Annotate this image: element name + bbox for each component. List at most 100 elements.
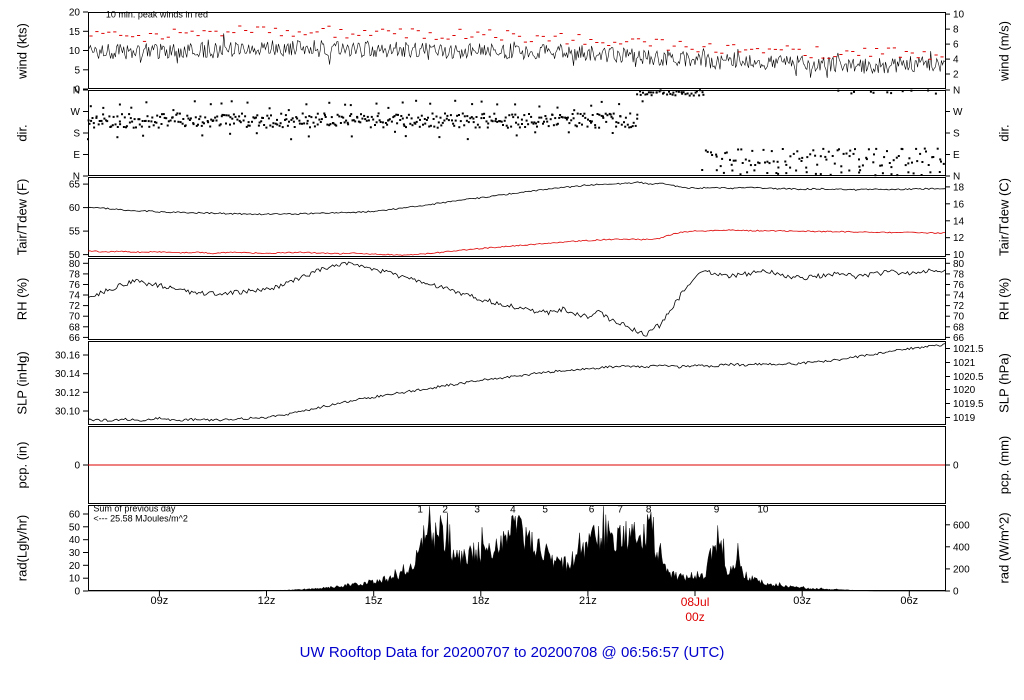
y-axis-left-ticks: 50 55 60 65	[69, 180, 88, 261]
annotation: 2	[442, 505, 448, 516]
annotation: 9	[714, 505, 720, 516]
svg-text:55: 55	[69, 227, 81, 238]
annotation: 8	[646, 505, 652, 516]
chart-footer-title: UW Rooftop Data for 20200707 to 20200708…	[299, 644, 725, 661]
svg-text:E: E	[73, 150, 80, 161]
svg-text:5: 5	[74, 65, 80, 76]
svg-text:30.12: 30.12	[55, 388, 80, 399]
wind-left-axis-title: wind (kts)	[14, 22, 30, 79]
series-wind-speed	[87, 33, 946, 78]
svg-text:70: 70	[69, 312, 81, 323]
svg-text:80: 80	[953, 259, 965, 270]
x-axis-ticks	[158, 591, 910, 596]
panel-border	[88, 90, 946, 176]
annotation: <--- 25.58 MJoules/m^2	[93, 514, 188, 524]
svg-text:50: 50	[69, 250, 81, 261]
dir-left-axis-title: dir.	[14, 124, 30, 142]
svg-text:70: 70	[953, 312, 965, 323]
svg-text:1019: 1019	[953, 413, 976, 424]
series-sea-level-pressure	[87, 343, 946, 422]
svg-text:18: 18	[953, 182, 965, 193]
svg-text:65: 65	[69, 180, 81, 191]
series-peak-wind-10min	[89, 25, 944, 60]
wind-right-axis-title: wind (m/s)	[996, 20, 1012, 81]
svg-text:30.16: 30.16	[55, 351, 80, 362]
svg-text:1020.5: 1020.5	[953, 372, 984, 383]
svg-text:30.14: 30.14	[55, 369, 80, 380]
annotation: 10 min. peak winds in red	[106, 9, 208, 19]
svg-text:0: 0	[74, 461, 80, 472]
annotation: 6	[589, 505, 595, 516]
svg-text:1020: 1020	[953, 385, 976, 396]
svg-text:200: 200	[953, 564, 970, 575]
svg-text:N: N	[953, 86, 960, 97]
annotation: 7	[617, 505, 623, 516]
series-air-temperature	[87, 181, 946, 216]
y-axis-left-ticks: 0 5 10 15 20	[69, 8, 88, 96]
svg-text:30: 30	[69, 548, 81, 559]
svg-text:W: W	[953, 107, 963, 118]
svg-text:0: 0	[74, 85, 80, 96]
svg-text:78: 78	[953, 269, 965, 280]
y-axis-right-ticks: 2 4 6 8 10	[945, 10, 965, 81]
series-relative-humidity	[87, 261, 946, 337]
x-tick-label-09z: 09z	[150, 595, 169, 607]
svg-text:20: 20	[69, 561, 81, 572]
svg-text:16: 16	[953, 199, 965, 210]
svg-text:0: 0	[953, 587, 959, 598]
svg-text:10: 10	[953, 10, 965, 21]
svg-text:N: N	[73, 86, 80, 97]
svg-text:66: 66	[69, 333, 81, 344]
annotation: 1	[417, 505, 423, 516]
dir-right-axis-title: dir.	[996, 124, 1012, 142]
svg-text:N: N	[953, 172, 960, 183]
y-axis-right-ticks: 0 200 400 600	[945, 520, 970, 598]
svg-text:12: 12	[953, 233, 965, 244]
rh-left-axis-title: RH (%)	[14, 277, 30, 321]
pcp-right-axis-title: pcp. (mm)	[996, 435, 1012, 495]
temp-right-axis-title: Tair/Tdew (C)	[996, 177, 1012, 257]
svg-text:60: 60	[69, 203, 81, 214]
x-tick-label-midnight: 00z	[685, 610, 705, 624]
x-tick-label-date: 08Jul	[680, 595, 710, 609]
panel-slp: 30.10 30.12 30.14 30.16 1019 1019.5 1020 1020.5…	[55, 341, 984, 425]
panel-border	[88, 341, 946, 425]
annotation: 10	[757, 505, 769, 516]
svg-text:10: 10	[69, 46, 81, 57]
x-tick-label-12z: 12z	[257, 595, 276, 607]
svg-text:10: 10	[69, 574, 81, 585]
slp-left-axis-title: SLP (inHg)	[14, 351, 30, 415]
svg-text:1021: 1021	[953, 358, 976, 369]
svg-text:15: 15	[69, 27, 81, 38]
panel-border	[88, 177, 946, 257]
svg-text:1021.5: 1021.5	[953, 344, 984, 355]
panel-temp: 50 55 60 65 10 12 14 16 18	[69, 177, 965, 261]
svg-text:S: S	[73, 129, 80, 140]
annotation: 3	[474, 505, 480, 516]
panel-border	[88, 258, 946, 340]
temp-left-axis-title: Tair/Tdew (F)	[14, 178, 30, 256]
svg-text:72: 72	[953, 301, 965, 312]
y-axis-right-ticks: 1019 1019.5 1020 1020.5 1021 1021.5	[945, 344, 984, 424]
svg-text:76: 76	[953, 280, 965, 291]
svg-text:6: 6	[953, 40, 959, 51]
pcp-left-axis-title: pcp. (in)	[14, 441, 30, 489]
svg-text:W: W	[71, 107, 81, 118]
svg-text:8: 8	[953, 25, 959, 36]
svg-text:N: N	[73, 172, 80, 183]
svg-text:68: 68	[953, 322, 965, 333]
x-tick-label-03z: 03z	[793, 595, 812, 607]
y-axis-left-ticks: 0	[74, 461, 88, 472]
panel-wind: 0 5 10 15 20 2 4 6 8 10 10 min. peak winds in red	[69, 8, 965, 96]
series-wind-direction	[87, 89, 945, 177]
svg-text:10: 10	[953, 250, 965, 261]
series-dew-point	[87, 229, 945, 256]
svg-text:2: 2	[953, 70, 959, 81]
svg-text:66: 66	[953, 333, 965, 344]
